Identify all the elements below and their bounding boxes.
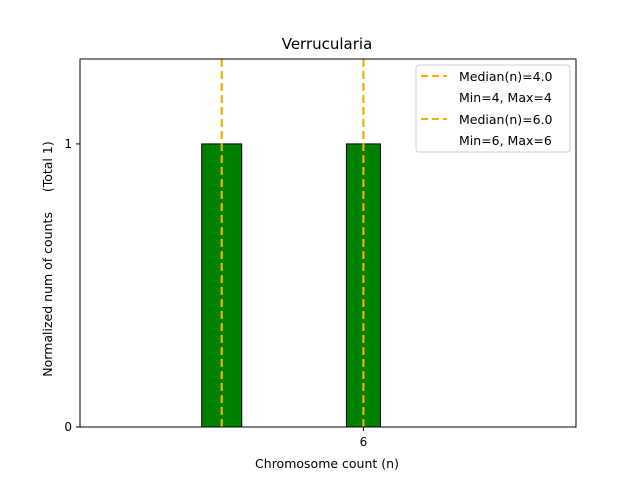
legend-entry-median-2: Median(n)=6.0 (459, 112, 553, 127)
plot-frame (79, 58, 577, 428)
legend-entry-range-1: Min=4, Max=4 (459, 90, 552, 105)
median-lines-layer (220, 59, 365, 427)
x-ticks: 6 (360, 427, 368, 449)
legend-entry-range-2: Min=6, Max=6 (459, 133, 552, 148)
x-axis-label: Chromosome count (n) (255, 456, 399, 471)
legend: Median(n)=4.0 Min=4, Max=4 Median(n)=6.0… (415, 64, 571, 153)
bars-layer (201, 143, 381, 428)
x-tick-label-6: 6 (360, 435, 368, 449)
legend-box (415, 64, 571, 153)
y-tick-label-0: 0 (64, 420, 72, 434)
y-axis-label: Normalized num of counts (Total 1) (40, 141, 55, 376)
y-ticks: 01 (64, 137, 80, 434)
chart-title: Verrucularia (282, 35, 373, 53)
legend-entry-median-1: Median(n)=4.0 (459, 69, 553, 84)
y-tick-label-1: 1 (64, 137, 72, 151)
